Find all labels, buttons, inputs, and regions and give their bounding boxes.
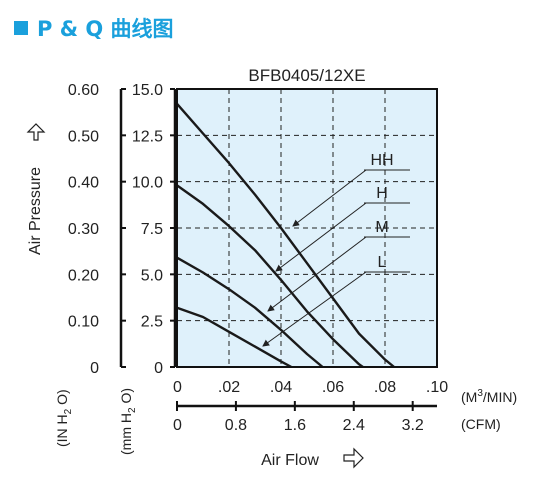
y-tick-label-mm-h2o: 5.0	[141, 267, 163, 284]
page-header: P & Q 曲线图	[14, 13, 174, 43]
x-tick-label-cfm: 2.4	[343, 417, 365, 434]
y-tick-label-in-h2o: 0.30	[68, 221, 99, 238]
y-axis-title: Air Pressure	[27, 167, 44, 255]
y-unit-in-h2o: (IN H2 O)	[54, 389, 74, 447]
plot-frame	[176, 88, 438, 368]
page-title: P & Q 曲线图	[37, 17, 174, 41]
series-label-m: M	[375, 219, 388, 236]
chart-title: BFB0405/12XE	[248, 66, 365, 85]
series-line-m	[176, 256, 324, 368]
y-tick-label-in-h2o: 0.20	[68, 267, 99, 284]
y-tick-label-in-h2o: 0.60	[68, 82, 99, 99]
axes: BFB0405/12XE00.100.200.300.400.500.6002.…	[26, 66, 517, 469]
y-tick-label-in-h2o: 0.10	[68, 314, 99, 331]
y-tick-label-mm-h2o: 10.0	[132, 175, 163, 192]
y-tick-label-in-h2o: 0.50	[68, 128, 99, 145]
series-label-h: H	[376, 185, 388, 202]
series-leader-m	[267, 236, 367, 312]
x-tick-label-cfm: 1.6	[284, 417, 306, 434]
x-tick-label-m3min: .08	[374, 379, 396, 396]
x-tick-label-m3min: 0	[173, 379, 182, 396]
series-label-hh: HH	[370, 152, 393, 169]
x-tick-label-cfm: 3.2	[402, 417, 424, 434]
arrow-up-icon	[26, 123, 46, 141]
x-tick-label-m3min: .04	[270, 379, 292, 396]
y-tick-label-mm-h2o: 2.5	[141, 314, 163, 331]
series-line-h	[176, 184, 364, 368]
series-leader-hh	[292, 169, 367, 227]
y-tick-label-mm-h2o: 7.5	[141, 221, 163, 238]
x-unit-cfm: (CFM)	[461, 416, 501, 432]
x-tick-label-m3min: .10	[426, 379, 448, 396]
series-leader-l	[262, 271, 367, 347]
arrow-right-icon	[343, 447, 364, 469]
y-tick-label-in-h2o: 0.40	[68, 175, 99, 192]
y-tick-label-mm-h2o: 0	[154, 360, 163, 377]
x-tick-label-m3min: .02	[218, 379, 240, 396]
x-axis-title: Air Flow	[261, 452, 319, 469]
y-tick-label-mm-h2o: 12.5	[132, 128, 163, 145]
series-label-l: L	[378, 254, 387, 271]
series-line-l	[176, 306, 292, 369]
x-tick-label-cfm: 0	[173, 417, 182, 434]
y-tick-label-mm-h2o: 15.0	[132, 82, 163, 99]
x-unit-m3min: (M3/MIN)	[461, 388, 517, 405]
x-tick-label-m3min: .06	[322, 379, 344, 396]
series-line-hh	[176, 103, 395, 368]
x-tick-label-cfm: 0.8	[225, 417, 247, 434]
y-tick-label-in-h2o: 0	[90, 360, 99, 377]
series-leader-h	[275, 202, 367, 272]
y-unit-mm-h2o: (mm H2 O)	[118, 388, 138, 455]
header-square-icon	[14, 21, 28, 35]
